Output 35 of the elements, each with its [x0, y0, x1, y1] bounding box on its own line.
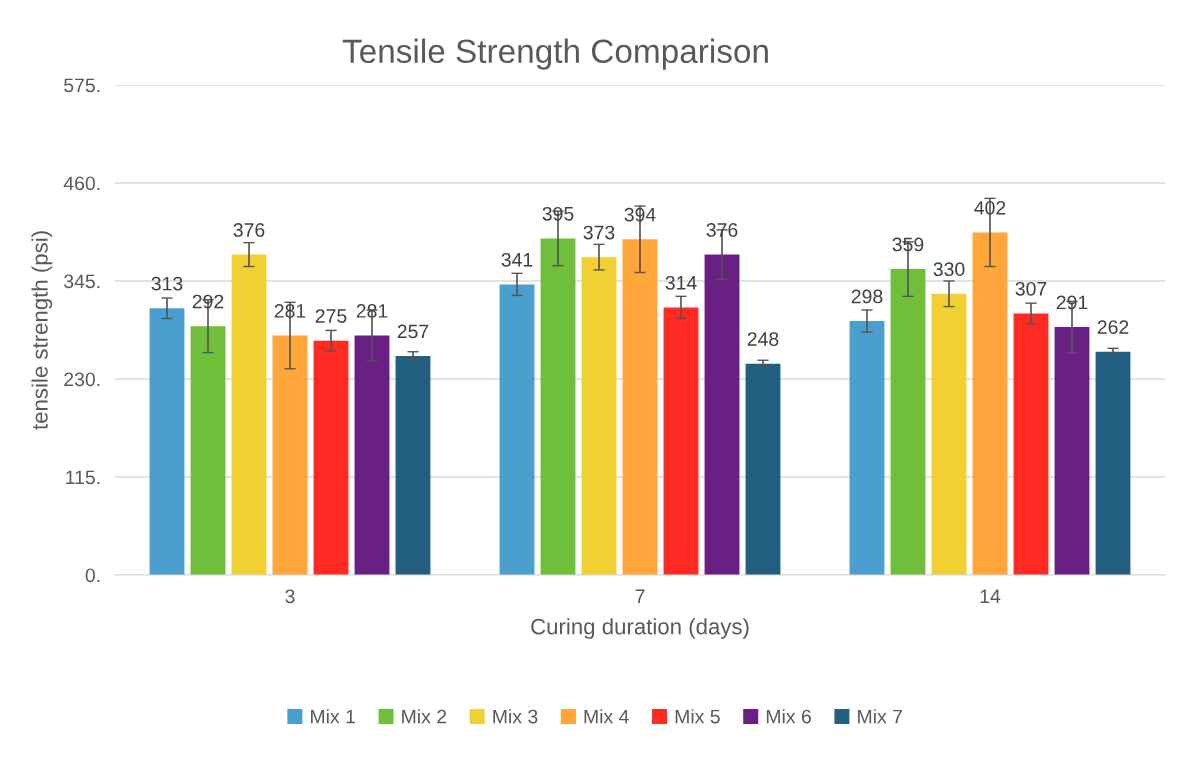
legend-label: Mix 2	[402, 709, 447, 724]
data-label: 262	[1097, 320, 1129, 334]
data-label: 291	[1056, 295, 1088, 310]
y-tick-label: 0.	[85, 568, 100, 583]
legend-label: Mix 6	[766, 709, 811, 724]
data-label: 307	[1015, 281, 1047, 296]
x-axis-title: Curing duration (days)	[531, 618, 749, 639]
legend-label: Mix 5	[675, 709, 720, 724]
data-label: 275	[315, 309, 347, 323]
data-label: 376	[233, 223, 265, 237]
data-label: 314	[665, 275, 697, 290]
legend-label: Mix 1	[311, 709, 355, 724]
data-label: 341	[501, 252, 533, 267]
y-tick-label: 575.	[64, 78, 100, 93]
data-label: 281	[356, 304, 388, 318]
data-label: 298	[851, 289, 883, 304]
x-tick-label: 3	[285, 589, 295, 604]
y-tick-label: 345.	[64, 274, 100, 289]
x-tick-label: 14	[980, 589, 1001, 603]
data-label: 257	[397, 324, 429, 339]
legend-label: Mix 7	[858, 709, 902, 724]
y-axis-title: tensile strength (psi)	[31, 231, 53, 430]
y-tick-label: 460.	[63, 176, 100, 191]
data-label: 376	[706, 223, 738, 237]
data-label: 248	[747, 332, 779, 346]
legend-label: Mix 4	[584, 709, 629, 724]
data-label: 330	[933, 262, 965, 277]
x-tick-label: 7	[635, 589, 645, 603]
chart-title: Tensile Strength Comparison	[342, 38, 768, 70]
y-tick-label: 115.	[66, 470, 100, 485]
y-tick-label: 230.	[64, 372, 100, 387]
data-label: 292	[192, 294, 224, 309]
data-label: 373	[583, 225, 615, 240]
legend-label: Mix 3	[493, 709, 538, 724]
data-label: 313	[151, 276, 183, 291]
